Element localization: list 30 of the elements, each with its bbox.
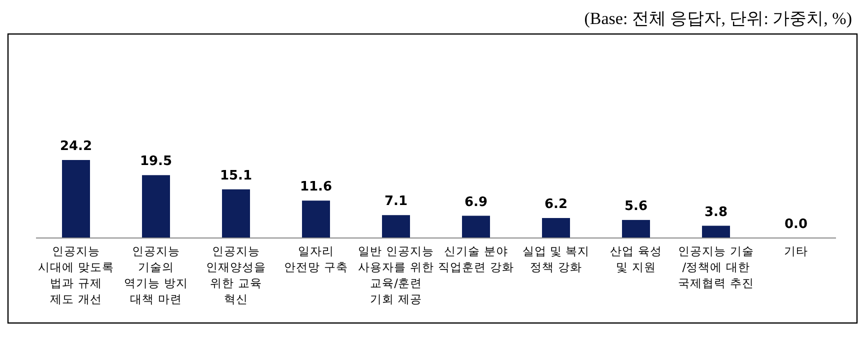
bar xyxy=(702,226,730,238)
data-label: 19.5 xyxy=(140,154,172,170)
data-label: 6.2 xyxy=(544,197,568,212)
bar xyxy=(622,220,650,238)
data-label: 0.0 xyxy=(784,217,808,232)
data-label: 11.6 xyxy=(300,180,332,195)
bar xyxy=(382,215,410,238)
text: (Base: 전체 응답자, 단위: 가중치, %) xyxy=(584,9,852,28)
x-tick-label: 인공지능 시대에 맞도록 법과 규제 제도 개선 xyxy=(38,244,114,306)
data-label: 5.6 xyxy=(624,198,648,214)
bar xyxy=(142,175,170,238)
x-tick-label: 인공지능 기술의 역기능 방지 대책 마련 xyxy=(124,244,188,306)
x-tick-label: 실업 및 복지 정책 강화 xyxy=(522,244,590,274)
x-tick-label: 일반 인공지능 사용자를 위한 교육/훈련 기회 제공 xyxy=(358,244,434,306)
x-tick-label: 기타 xyxy=(784,244,808,258)
data-label: 15.1 xyxy=(220,168,252,184)
x-tick-label: 일자리 안전망 구축 xyxy=(284,244,348,274)
data-label: 6.9 xyxy=(464,194,488,210)
bar xyxy=(462,216,490,238)
bar xyxy=(62,160,90,238)
bar xyxy=(302,200,330,238)
data-label: 24.2 xyxy=(60,139,92,154)
data-label: 7.1 xyxy=(384,194,408,210)
data-label: 3.8 xyxy=(704,204,728,220)
x-tick-label: 신기술 분야 직업훈련 강화 xyxy=(438,244,514,274)
x-tick-label: 산업 육성 및 지원 xyxy=(610,244,662,274)
x-tick-label: 인공지능 인재양성을 위한 교육 혁신 xyxy=(206,244,266,306)
x-tick-label: 인공지능 기술 /정책에 대한 국제협력 추진 xyxy=(678,244,754,290)
bar xyxy=(222,189,250,238)
bar xyxy=(542,218,570,238)
